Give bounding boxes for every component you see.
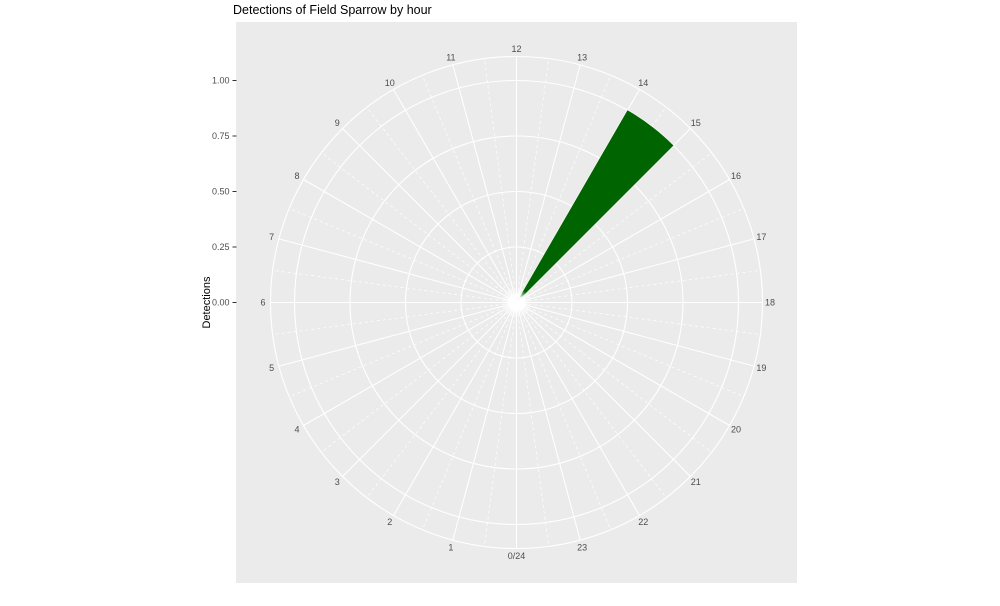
- grid-line-halfhour: [516, 302, 744, 397]
- grid-line-halfhour: [422, 75, 517, 303]
- y-axis-tick-label: 1.00: [212, 76, 230, 86]
- grid-line-halfhour: [516, 208, 744, 303]
- grid-line-hour: [452, 302, 518, 541]
- grid-line-hour: [342, 302, 517, 477]
- grid-line-halfhour: [516, 302, 611, 530]
- grid-line-halfhour: [321, 152, 517, 303]
- grid-line-hour: [278, 238, 517, 304]
- grid-line-hour: [516, 302, 640, 516]
- hour-label: 13: [577, 53, 587, 63]
- grid-line-hour: [393, 89, 517, 303]
- hour-label: 15: [691, 118, 701, 128]
- chart-title: Detections of Field Sparrow by hour: [233, 3, 432, 17]
- hour-label: 0/24: [508, 551, 526, 561]
- hour-label: 3: [335, 477, 340, 487]
- grid-line-halfhour: [516, 58, 549, 303]
- hour-label: 4: [294, 424, 299, 434]
- hour-label: 6: [260, 298, 265, 308]
- hour-label: 19: [756, 363, 766, 373]
- grid-line-halfhour: [366, 302, 517, 498]
- hour-label: 18: [765, 298, 775, 308]
- grid-line-hour: [342, 128, 517, 303]
- grid-line-halfhour: [484, 302, 517, 547]
- hour-label: 2: [387, 517, 392, 527]
- hour-label: 21: [691, 477, 701, 487]
- bar-hour-14: [516, 110, 674, 303]
- y-axis-tick-label: 0.25: [212, 242, 230, 252]
- grid-line-hour: [393, 302, 517, 516]
- y-axis-title: Detections: [201, 276, 213, 328]
- y-axis-tick-label: 0.50: [212, 187, 230, 197]
- hour-label: 11: [446, 53, 455, 63]
- hour-label: 8: [294, 171, 299, 181]
- hour-label: 22: [638, 517, 648, 527]
- hour-label: 20: [731, 424, 741, 434]
- grid-line-halfhour: [516, 75, 611, 303]
- grid-line-halfhour: [516, 152, 712, 303]
- grid-line-halfhour: [289, 208, 517, 303]
- hour-label: 5: [269, 363, 274, 373]
- hour-label: 17: [756, 232, 766, 242]
- hour-label: 16: [731, 171, 741, 181]
- grid-line-hour: [516, 301, 755, 367]
- y-axis-tick-label: 0.75: [212, 131, 230, 141]
- grid-line-halfhour: [272, 270, 517, 303]
- grid-line-hour: [515, 302, 581, 541]
- grid-line-halfhour: [422, 302, 517, 530]
- grid-line-hour: [303, 179, 517, 303]
- y-axis-tick-label: 0.00: [212, 298, 230, 308]
- grid-line-halfhour: [516, 302, 549, 547]
- grid-line-hour: [515, 64, 581, 303]
- grid-line-hour: [452, 64, 518, 303]
- grid-line-halfhour: [516, 302, 761, 335]
- grid-line-halfhour: [516, 302, 667, 498]
- grid-line-halfhour: [289, 302, 517, 397]
- grid-line-hour: [516, 238, 755, 304]
- hour-label: 12: [511, 44, 521, 54]
- hour-label: 10: [385, 78, 395, 88]
- hour-label: 14: [638, 78, 648, 88]
- hour-label: 1: [448, 542, 453, 552]
- hour-label: 7: [269, 232, 274, 242]
- grid-line-hour: [516, 302, 730, 426]
- center-glow: [502, 288, 531, 317]
- grid-line-halfhour: [321, 302, 517, 453]
- grid-line-hour: [278, 301, 517, 367]
- grid-line-hour: [303, 302, 517, 426]
- grid-line-halfhour: [516, 302, 712, 453]
- grid-line-halfhour: [484, 58, 517, 303]
- grid-line-halfhour: [516, 270, 761, 303]
- hour-label: 23: [577, 542, 587, 552]
- hour-label: 9: [335, 118, 340, 128]
- grid-line-hour: [516, 302, 691, 477]
- grid-line-hour: [516, 179, 730, 303]
- grid-line-halfhour: [366, 107, 517, 303]
- grid-line-halfhour: [272, 302, 517, 335]
